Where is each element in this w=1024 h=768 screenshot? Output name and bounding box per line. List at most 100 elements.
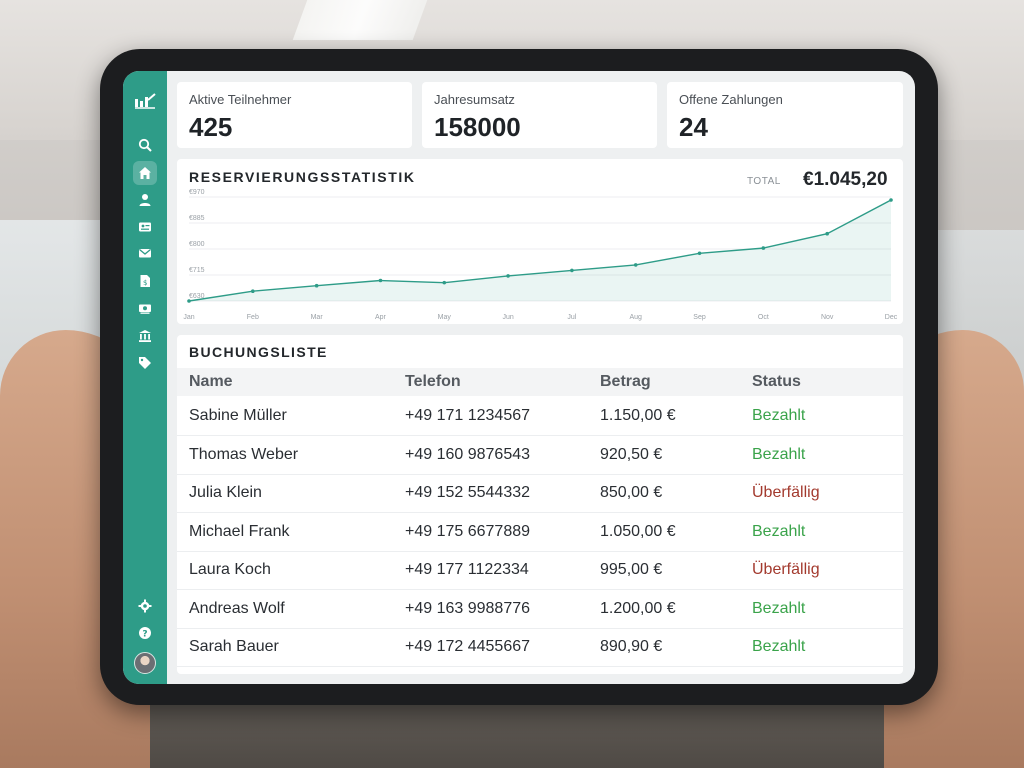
cash-icon bbox=[139, 304, 151, 314]
cell-name: Thomas Weber bbox=[189, 445, 299, 463]
column-header-status[interactable]: Status bbox=[752, 373, 801, 390]
status-badge: Bezahlt bbox=[752, 522, 806, 540]
chart-x-tick-label: Jan bbox=[183, 314, 194, 321]
chart-x-tick-label: Jun bbox=[502, 314, 513, 321]
cell-phone: +49 160 9876543 bbox=[405, 445, 531, 463]
column-header-amount[interactable]: Betrag bbox=[600, 373, 651, 390]
table-row[interactable]: Laura Koch +49 177 1122334 995,00 € Überfäl… bbox=[177, 552, 903, 590]
gear-icon bbox=[138, 599, 152, 613]
sidebar-item-help[interactable]: ? bbox=[133, 621, 157, 645]
stat-value: 425 bbox=[189, 112, 233, 142]
cell-name: Sabine Müller bbox=[189, 407, 287, 424]
column-header-name[interactable]: Name bbox=[189, 373, 233, 390]
booking-list-card: BUCHUNGSLISTE Name Telefon Betrag Status… bbox=[177, 335, 903, 674]
sidebar-item-id-card[interactable] bbox=[133, 215, 157, 239]
sidebar-item-gear[interactable] bbox=[133, 594, 157, 618]
cell-amount: 1.200,00 € bbox=[600, 599, 676, 617]
chart-x-tick-label: Mar bbox=[311, 314, 324, 321]
column-header-phone[interactable]: Telefon bbox=[405, 373, 461, 390]
cell-amount: 920,50 € bbox=[600, 445, 663, 463]
cell-phone: +49 172 4455667 bbox=[405, 638, 531, 655]
sidebar-item-home[interactable] bbox=[133, 161, 157, 185]
chart-x-tick-label: Apr bbox=[375, 314, 387, 321]
table-row[interactable]: Thomas Weber +49 160 9876543 920,50 € Bezah… bbox=[177, 437, 903, 475]
cell-name: Laura Koch bbox=[189, 561, 271, 578]
reservation-chart-card: RESERVIERUNGSSTATISTIK TOTAL €1.045,20 €… bbox=[177, 159, 903, 324]
status-badge: Bezahlt bbox=[752, 407, 806, 424]
cell-name: Julia Klein bbox=[189, 484, 262, 501]
sidebar-item-user[interactable] bbox=[133, 188, 157, 212]
sidebar-item-tag[interactable] bbox=[133, 351, 157, 375]
home-icon bbox=[139, 167, 151, 179]
chart-point bbox=[442, 280, 447, 285]
chart-y-tick-label: €630 bbox=[189, 293, 205, 300]
user-icon bbox=[139, 194, 151, 206]
table-row[interactable]: Sabine Müller +49 171 1234567 1.150,00 € Be… bbox=[177, 398, 903, 436]
chart-point bbox=[187, 299, 191, 303]
sidebar: $ ? bbox=[123, 71, 167, 684]
status-badge: Überfällig bbox=[752, 561, 820, 578]
chart-point bbox=[251, 289, 255, 294]
chart-x-tick-label: Nov bbox=[821, 314, 834, 321]
stat-value: 24 bbox=[679, 112, 708, 142]
stat-value: 158000 bbox=[434, 112, 521, 142]
avatar[interactable] bbox=[134, 652, 156, 674]
chart-total-value: €1.045,20 bbox=[803, 169, 888, 190]
sidebar-item-cash[interactable] bbox=[133, 296, 157, 320]
chart-x-tick-label: Jul bbox=[567, 314, 576, 321]
table-title: BUCHUNGSLISTE bbox=[189, 344, 328, 360]
cell-amount: 1.150,00 € bbox=[600, 407, 676, 424]
cell-amount: 890,90 € bbox=[600, 638, 663, 655]
help-icon: ? bbox=[139, 627, 151, 640]
chart-point bbox=[825, 231, 829, 236]
chart-total-label: TOTAL bbox=[747, 176, 781, 187]
status-badge: Bezahlt bbox=[752, 445, 806, 463]
bank-icon bbox=[139, 330, 151, 342]
sidebar-item-invoice[interactable]: $ bbox=[133, 269, 157, 293]
table-row[interactable]: Andreas Wolf +49 163 9988776 1.200,00 € Bez… bbox=[177, 591, 903, 629]
stat-label: Offene Zahlungen bbox=[679, 92, 783, 107]
table-row[interactable]: Sarah Bauer +49 172 4455667 890,90 € Bezahl… bbox=[177, 629, 903, 667]
cell-phone: +49 152 5544332 bbox=[405, 484, 531, 501]
stat-label: Jahresumsatz bbox=[434, 92, 515, 107]
stat-card-participants: Aktive Teilnehmer 425 bbox=[177, 82, 412, 148]
chart-point bbox=[889, 198, 893, 202]
chart-series-line bbox=[188, 199, 892, 302]
chart-point bbox=[314, 283, 319, 288]
tag-icon bbox=[139, 357, 151, 369]
chart-y-tick-label: €970 bbox=[189, 189, 205, 196]
chart-x-tick-label: Sep bbox=[693, 314, 706, 321]
cell-phone: +49 177 1122334 bbox=[405, 561, 529, 578]
mail-icon bbox=[139, 248, 151, 258]
status-badge: Bezahlt bbox=[752, 599, 806, 617]
sidebar-item-search[interactable] bbox=[133, 133, 157, 157]
table-row[interactable]: Julia Klein +49 152 5544332 850,00 € Überfä… bbox=[177, 475, 903, 513]
stat-card-open-payments: Offene Zahlungen 24 bbox=[667, 82, 903, 148]
status-badge: Bezahlt bbox=[752, 638, 806, 655]
chart-point bbox=[506, 274, 510, 278]
chart-x-tick-label: Oct bbox=[758, 314, 769, 321]
chart-y-tick-label: €715 bbox=[189, 267, 205, 274]
logo-icon bbox=[135, 93, 156, 109]
stat-label: Aktive Teilnehmer bbox=[189, 92, 292, 107]
chart-y-tick-label: €885 bbox=[189, 215, 205, 222]
chart-point bbox=[378, 278, 383, 283]
cell-phone: +49 163 9988776 bbox=[405, 599, 531, 617]
reservation-chart: €630 €715 €800 €885 €970 Jan Feb Mar Apr May Jun Ju… bbox=[183, 189, 897, 321]
tablet-screen: $ ? Aktive Teilnehmer 425 Jahresumsatz 1… bbox=[123, 71, 915, 684]
cell-amount: 850,00 € bbox=[600, 484, 663, 501]
chart-title: RESERVIERUNGSSTATISTIK bbox=[189, 169, 416, 185]
id-card-icon bbox=[139, 222, 151, 232]
sidebar-item-bank[interactable] bbox=[133, 324, 157, 348]
chart-y-tick-label: €800 bbox=[189, 241, 205, 248]
invoice-icon: $ bbox=[140, 275, 150, 287]
stat-card-revenue: Jahresumsatz 158000 bbox=[422, 82, 657, 148]
sidebar-item-mail[interactable] bbox=[133, 241, 157, 265]
status-badge: Überfällig bbox=[752, 484, 820, 501]
chart-point bbox=[570, 268, 574, 273]
cell-phone: +49 175 6677889 bbox=[405, 522, 531, 540]
svg-text:$: $ bbox=[143, 279, 147, 287]
svg-text:?: ? bbox=[142, 630, 147, 640]
table-row[interactable]: Michael Frank +49 175 6677889 1.050,00 € Be… bbox=[177, 514, 903, 552]
cell-name: Andreas Wolf bbox=[189, 599, 285, 617]
